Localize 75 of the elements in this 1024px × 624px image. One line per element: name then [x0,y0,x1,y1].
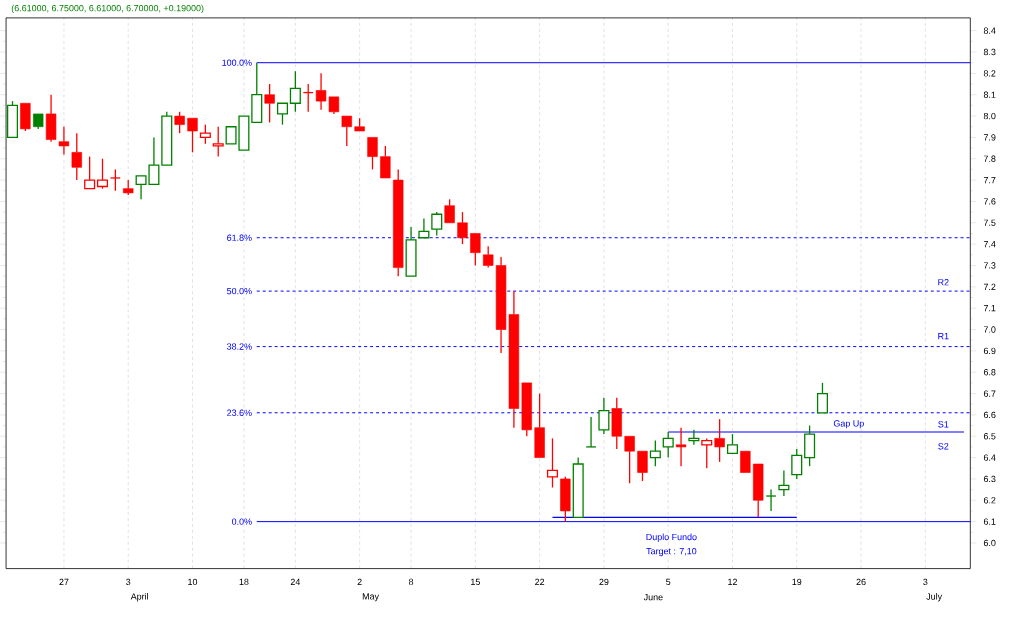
text: July [926,592,943,602]
x-tick-label: 29 [599,578,609,585]
annotation: S1 [938,421,949,428]
annotation: R1 [938,333,949,340]
y-tick-label: 7.6 [983,198,996,205]
x-tick-label: 24 [290,578,301,585]
candlestick [341,115,352,147]
x-tick-label: 19 [792,578,802,585]
x-tick-label: 18 [239,578,249,585]
annotation: 23.6% [227,409,252,416]
x-tick-label: 10 [188,578,198,585]
x-tick-label: 5 [666,578,671,585]
candlestick [675,426,687,467]
candlestick [405,226,417,277]
y-tick-label: 6.7 [983,390,996,397]
text: June [643,593,663,601]
y-tick-label: 6.9 [983,347,996,354]
y-tick-label: 7.8 [983,155,996,162]
chart-title: (6.61000, 6.75000, 6.61000, 6.70000, +0.19000) [11,4,204,13]
y-tick-label: 6.5 [983,432,996,440]
candlestick [534,392,545,458]
text: May [362,593,379,602]
y-tick-label: 6.3 [983,475,996,482]
candlestick [418,217,430,239]
y-tick-label: 7.4 [983,240,996,248]
annotation: Duplo Fundo [646,533,697,542]
y-tick-label: 8.0 [983,112,996,120]
x-tick-label: 2 [357,578,362,585]
x-tick-label: 12 [728,578,737,585]
candlestick [187,117,198,153]
y-tick-label: 8.1 [983,91,996,98]
y-tick-label: 6.8 [983,368,996,376]
y-tick-label: 7.5 [983,219,996,226]
annotation: 50.0% [227,287,252,295]
annotation: R2 [938,278,949,286]
candlestick [58,125,70,156]
annotation: S2 [938,443,949,450]
x-tick-label: 15 [471,578,480,585]
annotation: 38.2% [227,343,252,350]
y-tick-label: 7.7 [983,176,996,184]
x-tick-label: 22 [535,578,545,585]
y-tick-label: 7.0 [983,326,996,333]
y-tick-label: 7.9 [983,134,996,141]
y-tick-label: 6.1 [983,518,996,525]
x-tick-label: 3 [126,578,131,585]
candlestick [598,397,610,435]
candlestick [84,155,96,190]
annotation: 61.8% [227,234,252,241]
text: April [130,592,148,602]
candlestick [45,93,57,143]
y-tick-label: 6.4 [983,454,996,461]
y-tick-label: 8.2 [983,70,996,77]
y-tick-label: 8.3 [983,48,996,56]
candlestick [765,488,777,512]
candlestick [624,435,635,484]
y-tick-label: 6.6 [983,411,996,418]
y-tick-label: 6.2 [983,497,996,504]
annotation: 0.0% [231,518,252,525]
annotation: 100.0% [222,59,252,66]
y-tick-label: 7.2 [983,283,996,290]
candlestick [585,416,597,448]
candlestick [688,429,700,446]
candlestick [251,61,263,123]
y-tick-label: 7.1 [983,304,996,312]
x-tick-label: 27 [59,578,69,585]
x-tick-label: 26 [856,578,866,585]
x-tick-label: 8 [408,578,414,585]
annotation: Gap Up [833,420,864,429]
y-tick-label: 7.3 [983,262,996,269]
y-tick-label: 6.0 [983,539,996,547]
candlestick [740,450,751,473]
candlestick [778,469,790,497]
y-tick-label: 8.4 [983,27,996,34]
annotation: Target : 7,10 [646,547,697,557]
x-tick-label: 3 [923,578,928,585]
